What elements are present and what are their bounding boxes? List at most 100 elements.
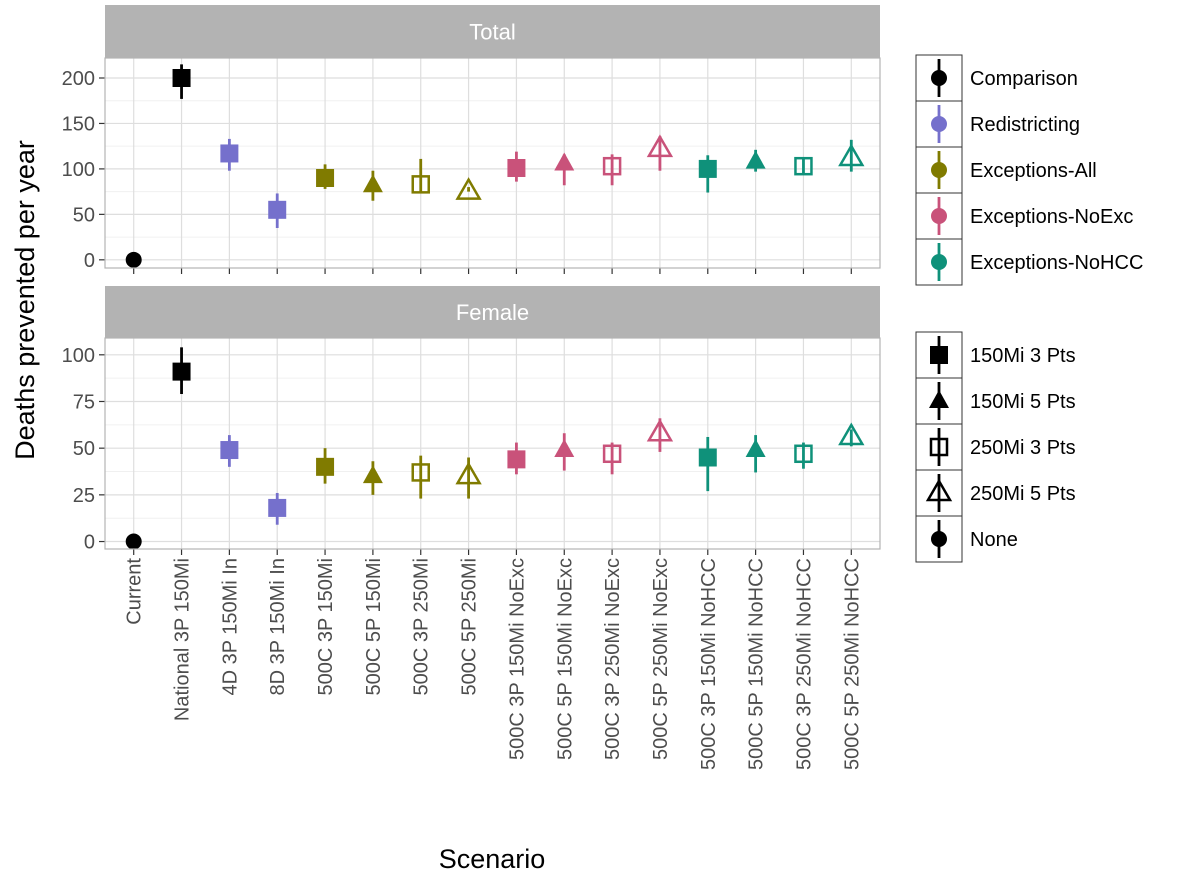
point-500c-5p-250mi	[455, 177, 482, 200]
legend-key-marker	[931, 162, 947, 178]
point-current	[125, 251, 142, 268]
y-tick-label: 50	[73, 204, 95, 226]
panel-border	[104, 57, 881, 269]
point-500c-3p-150mi-nohcc	[698, 159, 717, 178]
legend-key-marker	[931, 70, 947, 86]
point-500c-3p-250mi-nohcc	[794, 156, 813, 176]
legend-key-marker	[925, 478, 953, 502]
point-500c-3p-150mi-noexc	[507, 450, 526, 469]
point-4d-3p-150mi-in	[220, 441, 239, 460]
legend-key-marker	[931, 531, 947, 547]
y-tick-label: 100	[62, 345, 95, 367]
legend-label: None	[970, 529, 1018, 551]
y-tick-label: 0	[84, 532, 95, 554]
point-500c-3p-150mi	[316, 457, 335, 476]
panel-female: Female 0 25 50 75 100	[62, 286, 881, 555]
legend-key-marker	[931, 208, 947, 224]
point-8d-3p-150mi-in	[268, 498, 287, 517]
point-500c-5p-250mi-nohcc	[838, 143, 865, 167]
x-tick-label-8d-3p-150mi-in: 8D 3P 150Mi In	[267, 558, 289, 696]
point-500c-3p-150mi-noexc	[507, 159, 526, 177]
y-axis-title: Deaths prevented per year	[10, 140, 40, 460]
legend-entry-250mi-3-pts: 250Mi 3 Pts	[915, 423, 1076, 471]
strip-title: Total	[469, 20, 515, 45]
point-500c-3p-250mi-noexc	[602, 156, 622, 176]
x-tick-label-500c-5p-250mi-nohcc: 500C 5P 250Mi NoHCC	[841, 558, 863, 770]
y-tick-label: 0	[84, 250, 95, 272]
panel-total: Total 0 50 100 150 200	[62, 5, 881, 274]
point-4d-3p-150mi-in	[220, 144, 239, 163]
legend-entry-comparison: Comparison	[915, 54, 1078, 102]
x-tick-label-500c-5p-250mi: 500C 5P 250Mi	[459, 558, 481, 696]
strip-background	[105, 286, 880, 338]
x-tick-label-500c-5p-150mi-noexc: 500C 5P 150Mi NoExc	[554, 558, 576, 760]
x-tick-label-current: Current	[124, 558, 146, 625]
x-tick-label-500c-5p-250mi-noexc: 500C 5P 250Mi NoExc	[650, 558, 672, 760]
strip-title: Female	[456, 300, 529, 325]
legend-label: 250Mi 3 Pts	[970, 437, 1076, 459]
point-500c-3p-150mi	[316, 169, 335, 187]
panel-background	[105, 58, 880, 268]
x-tick-label-4d-3p-150mi-in: 4D 3P 150Mi In	[219, 558, 241, 696]
point-500c-5p-250mi-noexc	[646, 418, 674, 442]
legend-label: Comparison	[970, 68, 1078, 90]
point-500c-3p-250mi	[411, 175, 430, 194]
strip-background	[105, 5, 880, 58]
legend-entry-redistricting: Redistricting	[915, 100, 1080, 148]
legend-label: 150Mi 3 Pts	[970, 345, 1076, 367]
legend-key-marker	[931, 254, 947, 270]
legend-key-marker	[931, 116, 947, 132]
legend-label: Exceptions-NoHCC	[970, 252, 1143, 274]
point-500c-5p-250mi-nohcc	[838, 422, 865, 446]
x-tick-label-500c-3p-150mi-nohcc: 500C 3P 150Mi NoHCC	[698, 558, 720, 770]
legend-label: 150Mi 5 Pts	[970, 391, 1076, 413]
data-marks-female	[125, 347, 865, 550]
x-tick-label-500c-3p-250mi-noexc: 500C 3P 250Mi NoExc	[602, 558, 624, 760]
legend-label: Exceptions-All	[970, 160, 1097, 182]
facet-panels: Total 0 50 100 150 200 Female 0 25 50 75 100	[62, 5, 881, 555]
y-tick-label: 50	[73, 438, 95, 460]
point-500c-5p-250mi	[455, 461, 482, 485]
x-tick-label-500c-3p-250mi-nohcc: 500C 3P 250Mi NoHCC	[793, 558, 815, 770]
point-500c-5p-150mi-noexc	[554, 439, 575, 458]
point-national-3p-150mi	[172, 69, 191, 87]
point-500c-3p-250mi-noexc	[602, 444, 622, 464]
point-current	[125, 533, 142, 550]
point-500c-5p-150mi-nohcc	[745, 439, 766, 458]
legend-2: 150Mi 3 Pts 150Mi 5 Pts 250Mi 3 Pts 250Mi 5…	[915, 331, 1076, 563]
point-8d-3p-150mi-in	[268, 200, 287, 219]
x-tick-label-500c-3p-150mi: 500C 3P 150Mi	[315, 558, 337, 696]
legend-entry-none: None	[915, 515, 1018, 563]
point-500c-5p-150mi-noexc	[554, 152, 575, 171]
x-axis-title: Scenario	[439, 844, 546, 874]
point-500c-5p-250mi-noexc	[646, 134, 674, 158]
y-tick-label: 75	[73, 391, 95, 413]
x-tick-label-500c-5p-150mi-nohcc: 500C 5P 150Mi NoHCC	[746, 558, 768, 770]
legend-key-marker	[929, 437, 949, 457]
point-500c-5p-150mi	[362, 174, 383, 193]
legend-entry-150mi-3-pts: 150Mi 3 Pts	[915, 331, 1076, 379]
y-tick-label: 25	[73, 485, 95, 507]
x-axis-tick-labels: Current National 3P 150Mi 4D 3P 150Mi In 8D…	[124, 558, 864, 770]
legend-key-marker	[929, 390, 949, 408]
panel-border	[104, 337, 881, 550]
legend-entry-exceptions-nohcc: Exceptions-NoHCC	[915, 238, 1143, 286]
legend-entry-150mi-5-pts: 150Mi 5 Pts	[915, 377, 1076, 425]
legend-label: Redistricting	[970, 114, 1080, 136]
point-national-3p-150mi	[172, 362, 191, 381]
x-tick-label-national-3p-150mi: National 3P 150Mi	[172, 558, 194, 721]
point-500c-5p-150mi	[362, 465, 383, 484]
data-marks-total	[125, 64, 865, 268]
x-tick-label-500c-5p-150mi: 500C 5P 150Mi	[363, 558, 385, 696]
legends: Comparison Redistricting Exceptions-All Exc…	[915, 54, 1143, 563]
legend-1: Comparison Redistricting Exceptions-All Exc…	[915, 54, 1143, 286]
point-500c-3p-250mi	[411, 463, 430, 482]
point-500c-3p-250mi-nohcc	[794, 444, 813, 464]
y-tick-label: 150	[62, 113, 95, 135]
y-tick-label: 200	[62, 68, 95, 90]
legend-label: 250Mi 5 Pts	[970, 483, 1076, 505]
legend-entry-250mi-5-pts: 250Mi 5 Pts	[915, 469, 1076, 517]
legend-label: Exceptions-NoExc	[970, 206, 1133, 228]
point-500c-3p-150mi-nohcc	[698, 448, 717, 467]
